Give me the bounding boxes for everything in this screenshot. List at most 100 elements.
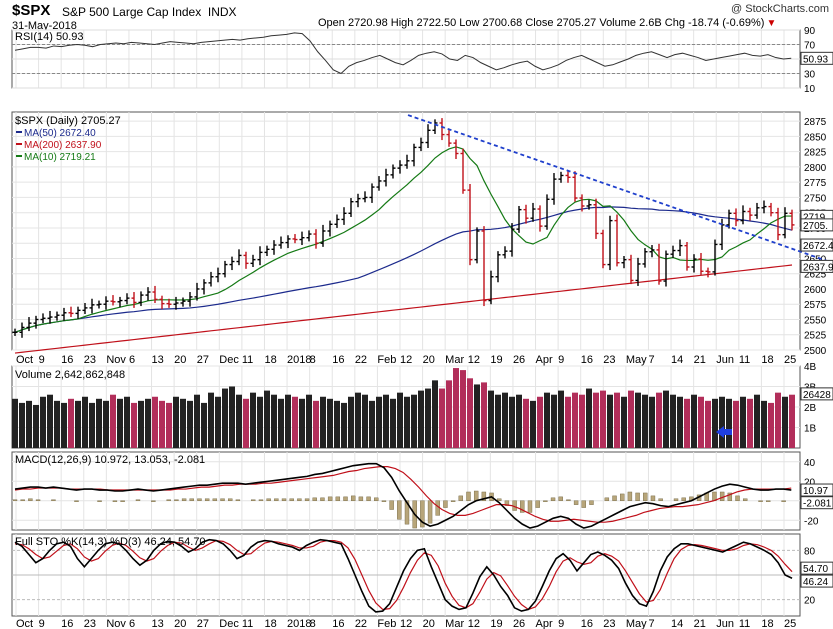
macd-histogram-bar	[658, 498, 663, 501]
macd-histogram-bar	[727, 492, 733, 501]
rsi-tick-label: 30	[804, 70, 816, 81]
volume-bar	[299, 398, 305, 448]
macd-histogram-bar	[566, 499, 571, 501]
rsi-value-label: 50.93	[803, 54, 828, 65]
volume-bar	[75, 400, 81, 448]
macd-histogram-bar	[458, 495, 464, 501]
volume-bar	[586, 388, 592, 448]
quote-summary: Open 2720.98 High 2722.50 Low 2700.68 Cl…	[318, 17, 776, 29]
volume-bar	[243, 398, 249, 448]
ma50-line	[14, 206, 793, 333]
x-tick-label: Mar	[445, 354, 464, 366]
volume-bar	[502, 392, 508, 448]
price-tick-label: 2875	[804, 117, 827, 128]
x-tick-label: May	[626, 354, 647, 366]
volume-bar	[369, 400, 375, 448]
rsi-line	[14, 32, 792, 75]
volume-bar	[656, 392, 662, 448]
price-tick-label: 2775	[804, 178, 827, 189]
macd-histogram-bar	[358, 496, 364, 501]
legend-entry: MA(200) 2637.90	[24, 140, 102, 151]
macd-histogram-bar	[335, 496, 341, 501]
x-tick-label: 19	[490, 354, 502, 366]
volume-bar	[607, 394, 613, 448]
macd-histogram-bar	[466, 491, 471, 501]
panel-frame-price	[11, 111, 801, 351]
volume-bar	[362, 394, 368, 448]
volume-bar	[264, 390, 270, 448]
down-arrow-icon: ▼	[766, 18, 777, 29]
volume-bar	[271, 394, 277, 448]
x-tick-label: 2018	[287, 354, 311, 366]
macd-histogram-bar	[135, 499, 141, 501]
macd-histogram-bar	[758, 500, 763, 502]
x-tick-label: 23	[84, 354, 96, 366]
macd-histogram-bar	[527, 500, 533, 513]
quote-values: Open 2720.98 High 2722.50 Low 2700.68 Cl…	[318, 17, 765, 29]
volume-bar	[12, 398, 18, 448]
x-tick-label: 16	[581, 354, 593, 366]
volume-bar	[775, 392, 781, 448]
macd-histogram-bar	[228, 498, 233, 501]
macd-histogram-bar	[420, 500, 425, 528]
volume-bar	[313, 400, 319, 448]
macd-histogram-bar	[473, 490, 479, 501]
macd-histogram-bar	[151, 500, 156, 502]
price-tick-label: 2500	[804, 346, 827, 357]
volume-value-label: 26428	[803, 390, 831, 401]
volume-bar	[194, 394, 200, 448]
price-tick-label: 2825	[804, 148, 827, 159]
ma10-line	[14, 146, 792, 333]
macd-histogram-bar	[274, 498, 279, 501]
volume-bar	[208, 392, 214, 448]
volume-bar	[341, 402, 347, 448]
downtrend-line	[407, 114, 833, 264]
volume-value-box	[800, 387, 833, 401]
x-tick-label: 8	[310, 354, 316, 366]
volume-bar	[292, 396, 298, 448]
legend-entry: MA(50) 2672.40	[24, 128, 96, 139]
x-tick-label: 13	[152, 354, 164, 366]
volume-bar	[495, 394, 501, 448]
volume-bar	[628, 390, 634, 448]
volume-bar	[404, 396, 410, 448]
macd-histogram-bar	[550, 497, 556, 501]
volume-bar	[712, 398, 718, 448]
macd-histogram-bar	[673, 498, 679, 501]
macd-tick-label: 40	[804, 458, 816, 469]
macd-histogram-bar	[281, 498, 287, 501]
macd-histogram-bar	[51, 499, 56, 501]
x-tick-label-bottom: Oct	[16, 618, 33, 629]
x-tick-label-bottom: 25	[784, 618, 796, 629]
x-tick-label-bottom: Dec	[219, 618, 239, 629]
macd-tick-label: -20	[804, 516, 819, 527]
x-tick-label: 12	[468, 354, 480, 366]
x-tick-label-bottom: 23	[603, 618, 615, 629]
x-tick-label-bottom: Feb	[377, 618, 396, 629]
x-tick-label-bottom: Apr	[536, 618, 553, 629]
sto-value-label: 54.70	[803, 564, 828, 575]
macd-histogram-bar	[681, 497, 686, 501]
volume-bar	[145, 398, 151, 448]
volume-bar	[138, 400, 144, 448]
rsi-value-box	[800, 51, 833, 65]
volume-bar	[47, 394, 53, 448]
x-tick-label-bottom: 23	[84, 618, 96, 629]
macd-histogram-bar	[635, 492, 640, 501]
x-tick-label-bottom: 6	[129, 618, 135, 629]
x-tick-label: 14	[671, 354, 683, 366]
macd-histogram-bar	[573, 500, 579, 505]
x-tick-label: Oct	[16, 354, 33, 366]
volume-bar	[488, 390, 494, 448]
volume-title: Volume 2,642,862,848	[15, 369, 125, 381]
macd-histogram-bar	[581, 500, 586, 508]
macd-histogram-bar	[304, 498, 310, 501]
macd-histogram-bar	[327, 496, 333, 501]
macd-histogram-bar	[197, 498, 202, 501]
volume-bar	[257, 396, 263, 448]
stockcharts-credit: @ StockCharts.com	[731, 3, 829, 15]
rsi-tick-label: 90	[804, 26, 816, 37]
chart-index-name: S&P 500 Large Cap Index INDX	[62, 5, 237, 19]
volume-bar	[467, 378, 473, 448]
volume-bar	[89, 402, 95, 448]
